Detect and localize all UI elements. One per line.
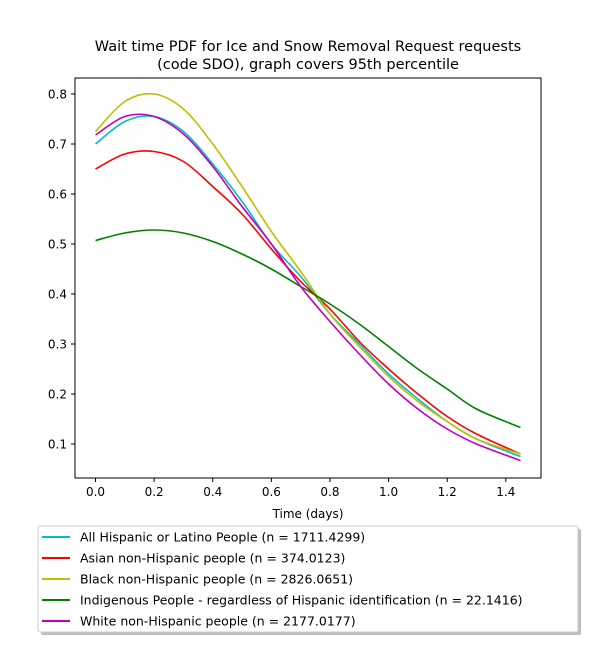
x-tick-label: 0.4 xyxy=(203,485,222,499)
series-layer xyxy=(94,92,521,462)
chart-title-line-2: (code SDO), graph covers 95th percentile xyxy=(157,57,459,73)
y-tick-label: 0.8 xyxy=(48,88,67,102)
y-tick-label: 0.5 xyxy=(48,238,67,252)
y-tick-label: 0.6 xyxy=(48,188,67,202)
y-axis: 0.1 0.2 0.3 0.4 0.5 0.6 0.7 0.8 xyxy=(48,88,75,452)
legend-label-4: Indigenous People - regardless of Hispan… xyxy=(80,593,523,608)
legend-label-1: All Hispanic or Latino People (n = 1711.… xyxy=(80,530,365,545)
legend-box xyxy=(37,525,579,633)
x-tick-label: 0.2 xyxy=(145,485,164,499)
x-tick-label: 0.6 xyxy=(262,485,281,499)
plot-area-frame xyxy=(74,77,542,479)
x-tick-label: 1.4 xyxy=(496,485,515,499)
y-tick-label: 0.2 xyxy=(48,388,67,402)
x-tick-label: 1.0 xyxy=(379,485,398,499)
legend-label-3: Black non-Hispanic people (n = 2826.0651… xyxy=(80,572,353,587)
y-tick-label: 0.1 xyxy=(48,438,67,452)
x-tick-label: 0.8 xyxy=(320,485,339,499)
series-line-2 xyxy=(95,150,521,455)
legend-label-2: Asian non-Hispanic people (n = 374.0123) xyxy=(80,551,345,566)
y-tick-label: 0.4 xyxy=(48,288,67,302)
legend: All Hispanic or Latino People (n = 1711.… xyxy=(37,525,581,635)
y-tick-label: 0.3 xyxy=(48,338,67,352)
x-tick-label: 0.0 xyxy=(86,485,105,499)
chart-title-line-1: Wait time PDF for Ice and Snow Removal R… xyxy=(95,39,521,55)
series-line-4 xyxy=(95,229,521,429)
legend-label-5: White non-Hispanic people (n = 2177.0177… xyxy=(80,614,356,629)
x-tick-label: 1.2 xyxy=(438,485,457,499)
series-line-3 xyxy=(94,92,521,455)
series-line-1 xyxy=(95,115,521,458)
y-tick-label: 0.7 xyxy=(48,138,67,152)
x-axis-label: Time (days) xyxy=(272,507,344,521)
x-axis: 0.0 0.2 0.4 0.6 0.8 1.0 1.2 1.4 xyxy=(86,478,515,499)
series-line-5 xyxy=(95,113,521,462)
